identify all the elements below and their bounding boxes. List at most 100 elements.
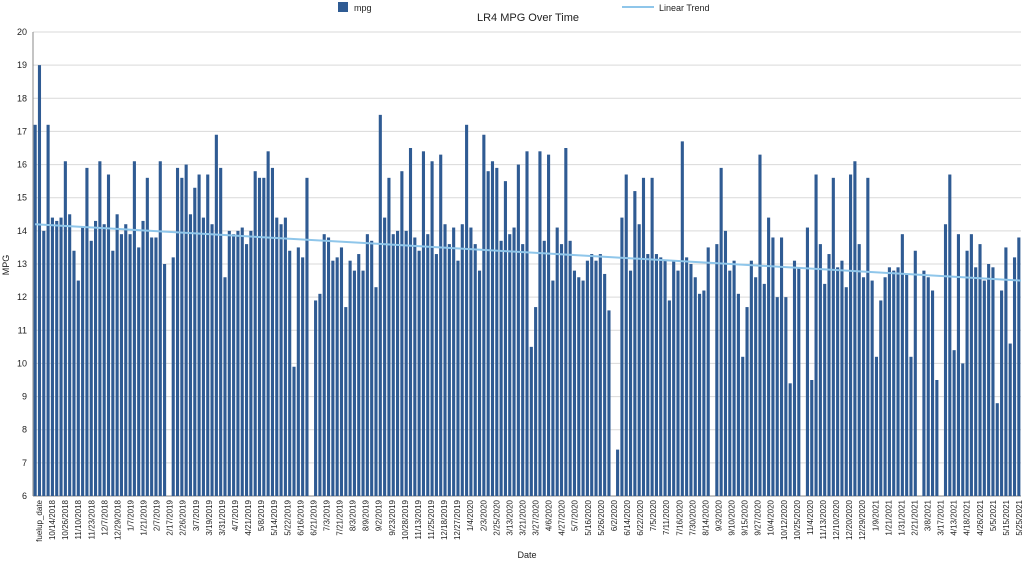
- x-tick-label: 1/9/2021: [871, 499, 880, 531]
- bar: [348, 260, 352, 496]
- bar: [568, 240, 572, 496]
- y-tick-label: 11: [18, 325, 27, 335]
- bar: [46, 124, 50, 497]
- bar: [646, 254, 650, 496]
- bar: [482, 134, 486, 496]
- bar: [370, 240, 374, 496]
- x-tick-label: 10/25/2020: [793, 499, 802, 540]
- y-tick-label: 8: [22, 425, 27, 435]
- legend-label-trend: Linear Trend: [659, 3, 710, 13]
- x-tick-label: 6/2/2020: [610, 499, 619, 531]
- bar: [620, 217, 624, 496]
- x-tick-label: 3/13/2020: [505, 499, 514, 535]
- bar: [590, 254, 594, 496]
- x-tick-label: 2/7/2019: [153, 499, 162, 531]
- bar: [538, 151, 542, 497]
- bar: [840, 260, 844, 496]
- bar: [374, 287, 378, 496]
- bar: [339, 247, 344, 496]
- bar: [805, 227, 809, 497]
- y-axis-label: MPG: [1, 255, 11, 276]
- bar: [465, 124, 469, 497]
- x-tick-label: 12/7/2018: [100, 499, 109, 535]
- legend-swatch-mpg: [338, 2, 348, 12]
- bar: [767, 217, 771, 496]
- bar: [909, 356, 913, 496]
- x-tick-label: 5/5/2021: [989, 499, 998, 531]
- bar: [452, 227, 456, 497]
- x-tick-label: 2/21/2021: [910, 499, 919, 535]
- x-tick-label: 7/30/2020: [688, 499, 697, 535]
- bar: [792, 260, 797, 496]
- bar: [534, 307, 538, 496]
- x-tick-label: 11/13/2019: [414, 499, 423, 539]
- bar: [335, 257, 339, 496]
- bar: [499, 240, 503, 496]
- x-tick-label: 6/22/2020: [636, 499, 645, 535]
- bar: [982, 280, 986, 496]
- bar: [542, 240, 546, 496]
- y-tick-label: 12: [17, 292, 27, 302]
- bar: [745, 307, 749, 496]
- x-tick-label: 3/19/2019: [205, 499, 214, 535]
- bar: [1012, 257, 1017, 496]
- bar: [512, 227, 516, 497]
- bar: [685, 257, 689, 496]
- bar: [503, 181, 507, 496]
- x-tick-label: 4/21/2019: [244, 499, 253, 535]
- bar: [974, 267, 978, 496]
- x-tick-label: 1/7/2019: [126, 499, 135, 531]
- trend-group: [34, 223, 1022, 282]
- bar: [564, 148, 568, 496]
- x-tick-label: 4/7/2019: [231, 499, 240, 531]
- trend-line: [34, 223, 1022, 282]
- bar: [421, 151, 426, 497]
- bar: [667, 300, 671, 496]
- x-tick-label: 4/18/2021: [963, 499, 972, 535]
- bar: [1004, 247, 1008, 496]
- bar: [935, 380, 939, 496]
- y-tick-label: 19: [17, 60, 27, 70]
- x-tick-label: 7/11/2020: [662, 499, 671, 535]
- x-tick-label: 10/28/2019: [401, 499, 410, 540]
- bar: [594, 260, 598, 496]
- bar: [106, 174, 111, 496]
- bar: [188, 214, 193, 497]
- x-tick-label: 12/27/2019: [453, 499, 462, 540]
- bar: [180, 177, 184, 497]
- y-axis-ticks: 6 7 8 9 10 11 12 13 14 15 16 17 18 19 20: [17, 27, 27, 501]
- bar: [223, 277, 227, 496]
- bar: [81, 227, 85, 497]
- x-tick-label: 3/27/2020: [532, 499, 541, 535]
- bar: [689, 264, 693, 496]
- bar: [559, 244, 564, 496]
- bar: [124, 224, 128, 496]
- bar: [758, 154, 762, 496]
- bar: [1008, 343, 1012, 496]
- bar: [460, 224, 464, 496]
- legend: mpg Linear Trend: [338, 2, 710, 13]
- x-tick-label: 3/7/2019: [192, 499, 201, 531]
- bar: [628, 270, 633, 496]
- bar: [456, 260, 460, 496]
- bar: [283, 217, 287, 496]
- bar: [266, 151, 270, 497]
- bar: [874, 356, 879, 496]
- bar: [326, 237, 331, 496]
- bar: [870, 280, 874, 496]
- bar: [50, 217, 54, 496]
- bar: [719, 167, 723, 496]
- x-tick-label: 5/22/2019: [283, 499, 292, 535]
- bar: [788, 383, 792, 496]
- bar: [111, 250, 115, 496]
- bar: [659, 257, 663, 496]
- x-tick-label: 4/6/2020: [545, 499, 554, 531]
- x-tick-label: 10/4/2020: [767, 499, 776, 535]
- bar: [836, 267, 840, 496]
- bar: [219, 167, 223, 496]
- bar: [814, 174, 818, 496]
- bar: [296, 247, 300, 496]
- y-tick-label: 9: [22, 392, 27, 402]
